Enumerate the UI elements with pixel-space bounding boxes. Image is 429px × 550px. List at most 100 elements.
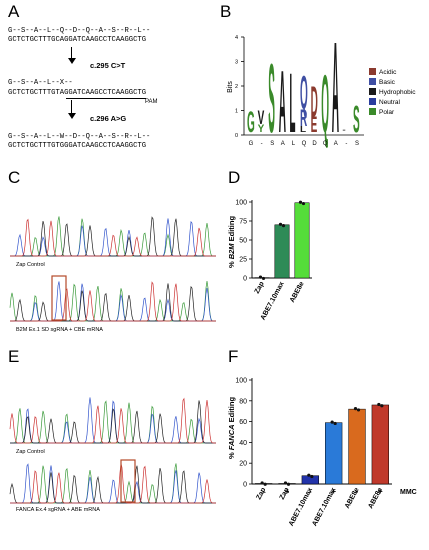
panel-label-f: F [228,347,239,366]
data-point [310,474,314,479]
aa-row-2: G--S--A--L--X-- [8,79,73,87]
chromatogram-trace [10,463,216,504]
y-tick-label: 75 [239,219,247,226]
mmc-sign: - [309,487,312,496]
panel-e-chromatograms: Zap Control FANCA Ex.4 sgRNA + ABE mRNA [9,397,216,513]
logo-ytick-label: 0 [235,133,238,139]
mmc-sign: - [356,487,359,496]
chromatogram-trace [10,397,216,444]
logo-ytick-label: 1 [235,109,238,115]
panel-f-chart: % FANCA Editing 0 20 40 60 80 100 - + - + - + MMC Z… [227,378,417,528]
y-tick-label: 25 [239,257,247,264]
x-tick-label: ABE7.10max [311,487,337,528]
data-point [258,275,263,279]
data-point [301,201,306,206]
mmc-sign: + [378,487,383,496]
data-point [298,200,303,204]
data-point [330,420,334,424]
x-tick-label: Zap [254,281,266,295]
logo-xlabel: - [345,141,347,147]
c-control-label: Zap Control [16,262,45,268]
chromatogram-trace [10,218,216,257]
logo-xlabel: A [281,141,285,147]
data-point [281,224,286,228]
logo-letter: G [247,105,255,139]
data-point [278,222,283,226]
logo-xlabel: L [292,141,296,147]
legend-label: Polar [379,109,395,116]
mmc-sign: + [285,487,290,496]
panel-label-c: C [8,168,21,187]
chromatogram-trace [9,397,216,444]
data-point [353,407,358,411]
data-point [380,404,384,408]
logo-ytick-label: 3 [235,60,238,66]
y-tick-label: 20 [239,461,247,468]
data-point [286,482,291,486]
logo-letter: R [300,104,307,131]
y-tick-label: 40 [239,440,247,447]
logo-xlabel: - [261,141,263,147]
logo-xlabel: S [270,141,274,147]
data-point [333,421,337,426]
data-point [263,482,267,486]
bar [325,422,343,485]
mmc-sign: + [331,487,336,496]
data-point [356,408,361,412]
legend-swatch [369,88,376,95]
bar [274,224,290,279]
x-tick-label: ABE7.10max [288,487,314,528]
legend-swatch [369,98,376,105]
mmc-sign: - [262,487,265,496]
data-point [377,402,381,407]
logo-letter: Q [300,67,308,120]
logo-ytick-label: 4 [235,35,238,41]
e-edited-label: FANCA Ex.4 sgRNA + ABE mRNA [16,507,100,513]
x-tick-label: ABE8e [367,487,384,510]
logo-letter: L [289,56,295,150]
legend-swatch [369,68,376,75]
panel-label-e: E [8,347,20,366]
logo-xlabel: A [334,141,338,147]
c-edited-label: B2M Ex.1 SD sgRNA + CBE mRNA [16,327,103,333]
chromatogram-trace [10,400,216,444]
chromatogram-trace [10,281,216,322]
logo-ytick-label: 2 [235,84,238,90]
data-point [260,481,264,485]
mmc-label: MMC [400,489,417,496]
legend-swatch [369,108,376,115]
logo-letter: A [332,22,339,150]
mutation-2-label: c.296 A>G [90,114,127,123]
logo-letter: D [311,76,318,126]
legend-label: Hydrophobic [379,89,416,96]
arrow-1-icon [68,58,76,64]
chromatogram-trace [10,400,216,444]
aa-row-1: G--S--A--L--Q--D--Q--A--S--R--L-- [8,27,151,35]
bar [348,408,366,485]
logo-ylabel: Bits [227,81,234,93]
x-tick-label: ABE8e [289,281,306,304]
data-point [307,473,311,477]
panel-label-d: D [228,168,241,187]
chromatogram-trace [10,283,216,322]
e-highlight-box [120,459,136,503]
arrow-1-shaft [71,47,72,61]
logo-xlabel: Q [323,141,328,147]
arrow-2-icon [68,113,76,119]
logo-letter: Q [321,59,329,150]
dna-row-3: GCTCTGCTTTGTGGGATCAAGCCTCAAGGCTG [8,142,147,150]
x-tick-label: ABE8e [344,487,361,510]
pam-label: PAM [145,99,158,105]
y-tick-label: 100 [235,378,247,385]
y-tick-label: 50 [239,238,247,245]
f-ylabel: % FANCA Editing [227,397,236,460]
dna-row-2: GCTCTGCTTTGTAGGATCAAGCCTCAAGGCTG [8,89,147,97]
d-ylabel: % B2M Editing [227,216,236,269]
panel-label-a: A [8,2,20,21]
y-tick-label: 100 [235,200,247,207]
logo-xlabel: S [355,141,359,147]
mutation-1-label: c.295 C>T [90,61,126,70]
logo-letter: S [353,98,360,140]
panel-c-chromatograms: Zap Control B2M Ex.1 SD sgRNA + CBE mRNA [9,216,216,333]
